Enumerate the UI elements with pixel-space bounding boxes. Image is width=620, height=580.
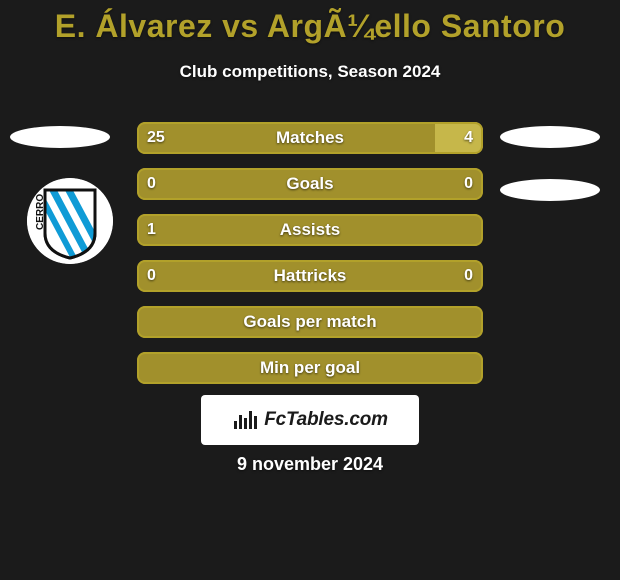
stat-row: Min per goal [137, 352, 483, 384]
stat-label: Goals [137, 168, 483, 200]
stat-label: Goals per match [137, 306, 483, 338]
stat-value-left: 1 [147, 214, 156, 246]
stat-label: Matches [137, 122, 483, 154]
source-text: FcTables.com [264, 409, 388, 431]
stat-row: Matches25 4 [137, 122, 483, 154]
page-title: E. Álvarez vs ArgÃ¼ello Santoro [0, 8, 620, 45]
stat-row: Assists1 [137, 214, 483, 246]
stat-value-right: 0 [464, 168, 473, 200]
svg-text:CERRO: CERRO [35, 194, 46, 230]
stat-label: Min per goal [137, 352, 483, 384]
player-marker-left [10, 126, 110, 148]
bar-chart-icon [232, 409, 258, 431]
stat-value-left: 0 [147, 168, 156, 200]
stat-value-right: 0 [464, 260, 473, 292]
stat-row: Hattricks0 0 [137, 260, 483, 292]
stat-value-left: 0 [147, 260, 156, 292]
club-badge: CERRO [27, 178, 113, 264]
stat-label: Assists [137, 214, 483, 246]
club-badge-icon: CERRO [27, 178, 113, 264]
player-marker-right-2 [500, 179, 600, 201]
stat-row: Goals0 0 [137, 168, 483, 200]
subtitle: Club competitions, Season 2024 [0, 62, 620, 82]
comparison-card: E. Álvarez vs ArgÃ¼ello Santoro Club com… [0, 0, 620, 580]
stat-row: Goals per match [137, 306, 483, 338]
date: 9 november 2024 [0, 454, 620, 475]
source-badge[interactable]: FcTables.com [201, 395, 419, 445]
stat-value-left: 25 [147, 122, 165, 154]
player-marker-right-1 [500, 126, 600, 148]
stat-bars: Matches254Goals00Assists1Hattricks00Goal… [137, 122, 483, 384]
stat-value-right: 4 [464, 122, 473, 154]
stat-label: Hattricks [137, 260, 483, 292]
